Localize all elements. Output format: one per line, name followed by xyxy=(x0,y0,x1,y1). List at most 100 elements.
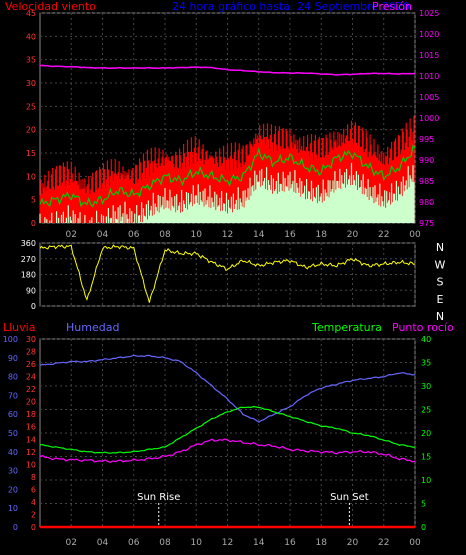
humidity-axis-tick-label: 30 xyxy=(8,467,18,476)
compass-label: W xyxy=(435,258,446,271)
pressure-axis-tick-label: 980 xyxy=(419,198,434,207)
time-tick-label: 20 xyxy=(347,538,359,548)
wind-light-series xyxy=(39,162,415,223)
compass-label: N xyxy=(436,310,444,323)
temperature-axis-tick-label: 40 xyxy=(421,335,431,344)
humidity-axis-tick-label: 10 xyxy=(8,504,18,513)
time-tick-label: 22 xyxy=(378,538,389,548)
direction-axis-tick-label: 90 xyxy=(26,286,36,295)
rain-axis-tick-label: 4 xyxy=(31,498,36,507)
humidity-axis-tick-label: 80 xyxy=(8,373,18,382)
wind-direction-series xyxy=(39,244,416,303)
rain-axis-tick-label: 10 xyxy=(26,460,36,469)
humidity-series xyxy=(39,354,416,423)
temperature-axis-tick-label: 10 xyxy=(421,476,431,485)
pressure-axis-tick-label: 1015 xyxy=(419,51,439,60)
time-tick-label: 10 xyxy=(191,538,203,548)
time-tick-label: 08 xyxy=(159,230,171,240)
time-tick-label: 12 xyxy=(222,230,233,240)
humidity-axis-tick-label: 90 xyxy=(8,354,18,363)
direction-axis-tick-label: 270 xyxy=(21,255,36,264)
pressure-axis-tick-label: 1020 xyxy=(419,30,439,39)
pressure-axis-tick-label: 985 xyxy=(419,177,434,186)
wind-axis-tick-label: 10 xyxy=(26,172,36,181)
pressure-axis-tick-label: 1000 xyxy=(419,114,439,123)
time-tick-label: 06 xyxy=(128,538,140,548)
rain-axis-tick-label: 16 xyxy=(26,423,36,432)
wind-axis-tick-label: 30 xyxy=(26,79,36,88)
pressure-axis-tick-label: 1010 xyxy=(419,72,439,81)
temperature-axis-tick-label: 30 xyxy=(421,382,431,391)
wind-average-series xyxy=(39,144,416,208)
temperature-axis-tick-label: 20 xyxy=(421,429,431,438)
temperature-axis-tick-label: 25 xyxy=(421,406,431,415)
temperature-axis-tick-label: 0 xyxy=(421,523,426,532)
wind-axis-tick-label: 40 xyxy=(26,32,36,41)
time-tick-label: 04 xyxy=(97,538,109,548)
wind-axis-tick-label: 25 xyxy=(26,102,36,111)
compass-label: S xyxy=(437,276,444,289)
rain-axis-tick-label: 12 xyxy=(26,448,36,457)
wind-speed-legend: Velocidad viento xyxy=(5,0,96,13)
pressure-legend: Presión xyxy=(372,0,412,13)
rain-axis-tick-label: 8 xyxy=(31,473,36,482)
rain-axis-tick-label: 18 xyxy=(26,410,36,419)
rain-legend: Lluvia xyxy=(3,321,35,334)
time-tick-label: 18 xyxy=(316,230,328,240)
compass-label: E xyxy=(437,293,444,306)
time-tick-label: 10 xyxy=(191,230,203,240)
rain-axis-tick-label: 22 xyxy=(26,385,36,394)
time-tick-label: 20 xyxy=(347,230,359,240)
humidity-axis-tick-label: 20 xyxy=(8,485,18,494)
axis-tick-labels: 0510152025303540459759809859909951000100… xyxy=(3,9,446,548)
rain-axis-tick-label: 14 xyxy=(26,435,36,444)
temperature-axis-tick-label: 35 xyxy=(421,359,431,368)
rain-axis-tick-label: 6 xyxy=(31,485,36,494)
time-tick-label: 00 xyxy=(409,230,421,240)
rain-axis-tick-label: 2 xyxy=(31,510,36,519)
humidity-axis-tick-label: 50 xyxy=(8,429,18,438)
time-tick-label: 02 xyxy=(66,230,77,240)
dewpoint-legend: Punto rocío xyxy=(392,321,454,334)
time-tick-label: 08 xyxy=(159,538,171,548)
humidity-axis-tick-label: 100 xyxy=(3,335,18,344)
compass-label: N xyxy=(436,241,444,254)
sunrise-label: Sun Rise xyxy=(137,492,180,503)
rain-axis-tick-label: 24 xyxy=(26,373,36,382)
rain-axis-tick-label: 28 xyxy=(26,348,36,357)
wind-axis-tick-label: 45 xyxy=(26,9,36,18)
wind-axis-tick-label: 15 xyxy=(26,149,36,158)
time-tick-label: 22 xyxy=(378,230,389,240)
temperature-axis-tick-label: 15 xyxy=(421,453,431,462)
time-tick-label: 12 xyxy=(222,538,233,548)
temperature-axis-tick-label: 5 xyxy=(421,500,426,509)
direction-axis-tick-label: 180 xyxy=(21,271,36,280)
time-tick-label: 18 xyxy=(316,538,328,548)
wind-axis-tick-label: 0 xyxy=(31,219,36,228)
rain-axis-tick-label: 0 xyxy=(31,523,36,532)
rain-axis-tick-label: 30 xyxy=(26,335,36,344)
humidity-axis-tick-label: 40 xyxy=(8,448,18,457)
pressure-axis-tick-label: 990 xyxy=(419,156,434,165)
pressure-axis-tick-label: 1005 xyxy=(419,93,439,102)
time-tick-label: 04 xyxy=(97,230,109,240)
chart-title: 24 hora gráfico hasta: 24 Septiembre 202… xyxy=(172,0,410,13)
pressure-axis-tick-label: 1025 xyxy=(419,9,439,18)
temperature-series xyxy=(39,405,416,454)
direction-axis-tick-label: 0 xyxy=(31,302,36,311)
time-tick-label: 00 xyxy=(409,538,421,548)
time-tick-label: 06 xyxy=(128,230,140,240)
wind-axis-tick-label: 35 xyxy=(26,56,36,65)
pressure-series xyxy=(39,64,416,76)
humidity-axis-tick-label: 70 xyxy=(8,391,18,400)
time-tick-label: 14 xyxy=(253,538,265,548)
series-lines xyxy=(39,64,416,529)
time-tick-label: 14 xyxy=(253,230,265,240)
wind-axis-tick-label: 20 xyxy=(26,126,36,135)
time-tick-label: 16 xyxy=(284,230,296,240)
rain-axis-tick-label: 26 xyxy=(26,360,36,369)
humidity-axis-tick-label: 60 xyxy=(8,410,18,419)
time-tick-label: 16 xyxy=(284,538,296,548)
humidity-legend: Humedad xyxy=(66,321,119,334)
